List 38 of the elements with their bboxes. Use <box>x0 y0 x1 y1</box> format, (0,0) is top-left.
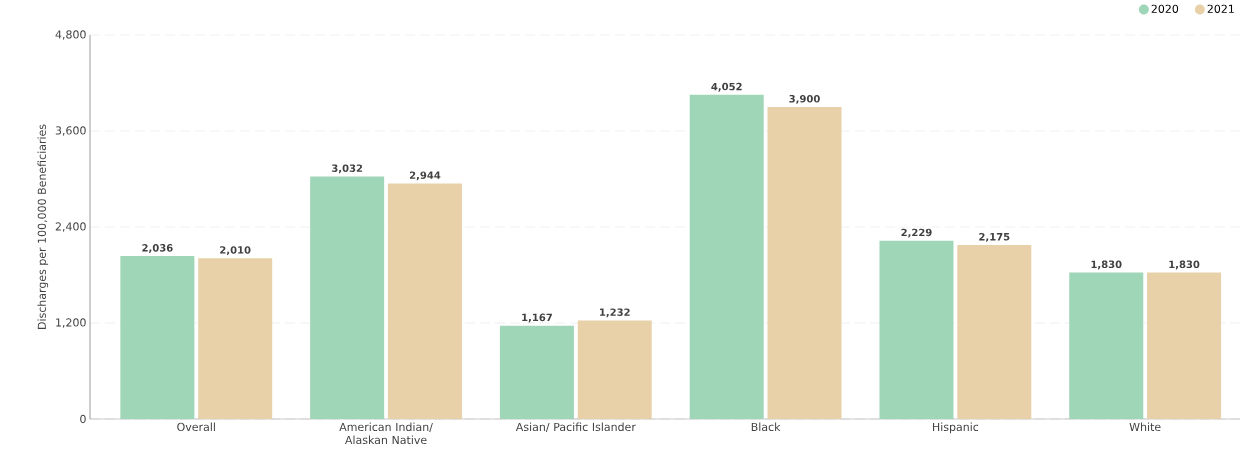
legend-label: 2020 <box>1151 4 1179 13</box>
data-label: 1,830 <box>1091 260 1122 270</box>
bar <box>120 256 195 419</box>
bar <box>957 245 1032 419</box>
data-label: 2,036 <box>142 244 173 253</box>
x-tick-label: Overall <box>177 422 215 432</box>
data-label: 1,830 <box>1169 260 1200 270</box>
data-label: 1,232 <box>600 308 630 318</box>
y-tick-label: 4,800 <box>55 30 86 40</box>
x-tick-label: White <box>1129 422 1161 432</box>
legend-label: 2021 <box>1207 4 1234 13</box>
bar <box>499 325 574 419</box>
data-label: 4,052 <box>711 82 742 92</box>
bar <box>198 258 273 419</box>
x-tick-label: Black <box>751 422 781 432</box>
data-label: 1,167 <box>522 313 552 323</box>
y-tick-label: 1,200 <box>56 318 86 328</box>
x-tick-label: Asian/ Pacific Islander <box>515 422 636 432</box>
x-tick-label: Hispanic <box>933 422 979 434</box>
y-tick-label: 0 <box>80 414 86 424</box>
bar <box>767 107 842 419</box>
data-label: 2,010 <box>220 246 251 256</box>
bar <box>577 320 652 419</box>
bar <box>310 176 385 419</box>
y-axis-title: Discharges per 100,000 Beneficiaries <box>37 124 49 329</box>
data-label: 2,229 <box>901 228 932 238</box>
data-label: 2,175 <box>979 232 1010 242</box>
bar <box>879 240 954 419</box>
data-label: 3,900 <box>789 94 820 104</box>
data-label: 3,032 <box>332 164 363 174</box>
bar <box>1069 272 1144 419</box>
bar <box>1147 272 1222 419</box>
y-tick-label: 3,600 <box>55 126 86 136</box>
data-label: 2,944 <box>409 171 441 181</box>
x-tick-label: American Indian/ Alaskan Native <box>339 422 433 445</box>
y-tick-label: 2,400 <box>55 222 86 232</box>
bar <box>689 94 764 419</box>
bar <box>387 183 462 419</box>
